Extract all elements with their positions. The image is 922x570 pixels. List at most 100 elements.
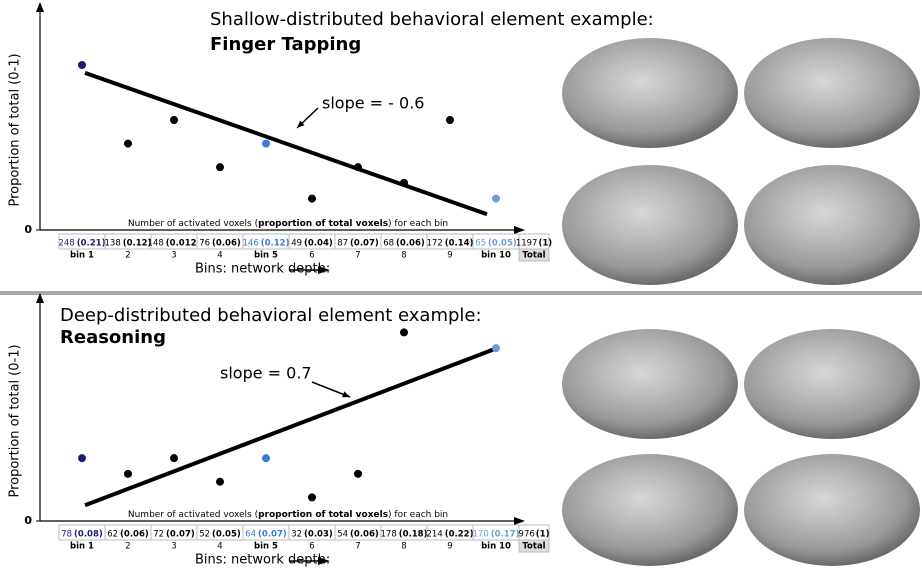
bin-label: 2 xyxy=(125,542,130,552)
proportion: (0.06) xyxy=(212,238,241,248)
total-label-cell xyxy=(518,539,550,553)
bin-label: bin 10 xyxy=(481,251,511,261)
total-label-cell xyxy=(518,248,550,262)
count-cell: 62 (0.06) xyxy=(107,529,149,539)
total-cell: 976(1) xyxy=(519,529,550,539)
caption-part: proportion of total voxels xyxy=(258,219,388,229)
count: 248 xyxy=(59,238,75,248)
data-point xyxy=(492,194,500,203)
count-cell: 146 (0.12) xyxy=(243,238,290,248)
bin-label: 6 xyxy=(309,251,314,261)
count: 65 xyxy=(475,238,486,248)
caption-part: Number of activated voxels ( xyxy=(128,219,258,229)
x-axis-arrow xyxy=(514,226,525,234)
brain-images xyxy=(562,38,920,566)
proportion: (0.07) xyxy=(258,529,287,539)
count-cell: 178 (0.18) xyxy=(381,529,428,539)
regression-line xyxy=(84,70,488,217)
count-cell: 72 (0.07) xyxy=(153,529,195,539)
brain-lateral-left xyxy=(562,329,738,439)
y-axis-label: Proportion of total (0-1) xyxy=(8,53,23,206)
data-point xyxy=(216,477,224,486)
proportion: (0.12) xyxy=(123,238,152,248)
bin-label: 6 xyxy=(309,542,314,552)
count-cell: 78 (0.08) xyxy=(61,529,103,539)
data-point xyxy=(446,116,454,124)
count-cell: 52 (0.05) xyxy=(199,529,241,539)
proportion: (0.08) xyxy=(74,529,103,539)
chart-title: Deep-distributed behavioral element exam… xyxy=(60,305,482,326)
bin-label: bin 10 xyxy=(481,542,511,552)
count: 68 xyxy=(383,238,394,248)
caption-part: Number of activated voxels ( xyxy=(128,510,258,520)
count-cell: 172 (0.14) xyxy=(427,238,474,248)
count: 49 xyxy=(291,238,302,248)
chart-subtitle: Finger Tapping xyxy=(210,34,361,55)
proportion: (0.05) xyxy=(488,238,517,248)
brain-medial-left xyxy=(562,165,738,285)
slope-annotation: slope = 0.7 xyxy=(220,364,312,383)
data-point xyxy=(170,454,178,463)
count-cell: 248 (0.21) xyxy=(59,238,106,248)
bin-label: 3 xyxy=(171,251,176,261)
count-cell: 87 (0.07) xyxy=(337,238,379,248)
count: 62 xyxy=(107,529,118,539)
annotation-arrowhead xyxy=(342,391,350,398)
data-point xyxy=(400,328,408,337)
data-point xyxy=(400,178,408,187)
bin-label: 3 xyxy=(171,542,176,552)
proportion: (0.06) xyxy=(350,529,379,539)
count-cell: 214 (0.22) xyxy=(427,529,474,539)
total-label: Total xyxy=(522,542,545,552)
count: 178 xyxy=(381,529,397,539)
total-proportion: (1) xyxy=(538,238,552,248)
x-axis-arrow xyxy=(514,517,525,525)
annotation-arrowhead xyxy=(297,120,305,128)
total-count: 976 xyxy=(519,529,535,539)
bin-label: 9 xyxy=(447,542,452,552)
count-cell: 68 (0.06) xyxy=(383,238,425,248)
data-point xyxy=(354,469,362,478)
proportion: (0.07) xyxy=(166,529,195,539)
proportion: (0.03) xyxy=(304,529,333,539)
regression-line xyxy=(84,346,498,508)
bin-label: 4 xyxy=(217,542,222,552)
count: 72 xyxy=(153,529,164,539)
proportion: (0.06) xyxy=(120,529,149,539)
bin-label: 7 xyxy=(355,251,360,261)
count: 146 xyxy=(243,238,259,248)
x-label-arrowhead xyxy=(318,266,330,274)
proportion: (0.05) xyxy=(212,529,241,539)
data-point xyxy=(124,139,132,148)
data-point xyxy=(170,116,178,124)
caption-part: ) for each bin xyxy=(388,219,448,229)
x-label-arrowhead xyxy=(318,557,330,565)
brain-lateral-left xyxy=(562,38,738,148)
proportion: (0.06) xyxy=(396,238,425,248)
data-point xyxy=(354,163,362,172)
data-point xyxy=(308,194,316,203)
count-cell: 76 (0.06) xyxy=(199,238,241,248)
bin-label: 4 xyxy=(217,251,222,261)
count: 170 xyxy=(473,529,489,539)
count-cell: 32 (0.03) xyxy=(291,529,333,539)
count: 76 xyxy=(199,238,210,248)
count-cell: 148 (0.012) xyxy=(148,238,201,248)
caption-part: proportion of total voxels xyxy=(258,510,388,520)
brain-medial-right xyxy=(744,165,920,285)
bin-label: 8 xyxy=(401,542,406,552)
count-cell: 64 (0.07) xyxy=(245,529,287,539)
proportion: (0.18) xyxy=(399,529,428,539)
count-cell: 54 (0.06) xyxy=(337,529,379,539)
proportion: (0.07) xyxy=(350,238,379,248)
caption-part: ) for each bin xyxy=(388,510,448,520)
count-cell: 65 (0.05) xyxy=(475,238,517,248)
bin-label: 9 xyxy=(447,251,452,261)
bin-label: 2 xyxy=(125,251,130,261)
proportion: (0.12) xyxy=(261,238,290,248)
proportion: (0.14) xyxy=(445,238,474,248)
count-cell: 138 (0.12) xyxy=(105,238,152,248)
bin-label: bin 1 xyxy=(70,542,94,552)
data-point xyxy=(78,454,86,463)
chart-subtitle: Reasoning xyxy=(60,327,166,348)
